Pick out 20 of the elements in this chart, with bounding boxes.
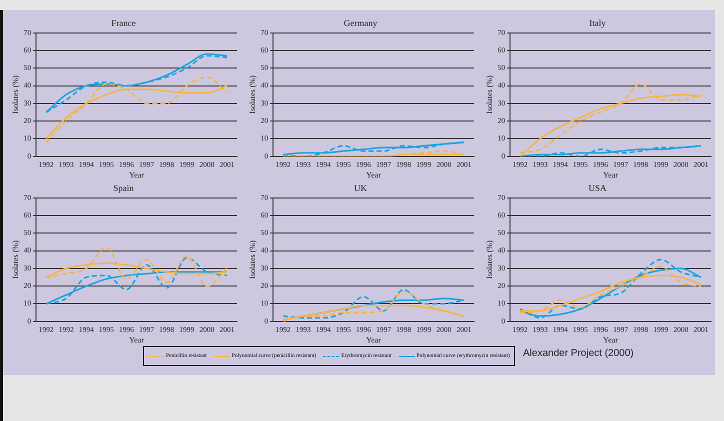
- chart-title: Germany: [344, 18, 378, 28]
- y-axis-title: Isolates (%): [10, 75, 20, 114]
- x-axis-title: Year: [366, 335, 382, 344]
- x-axis-title: Year: [129, 335, 144, 344]
- y-axis-title: Isolates (%): [484, 240, 494, 279]
- chart-title: Spain: [113, 182, 134, 193]
- y-axis-title: Isolates (%): [248, 75, 257, 114]
- y-axis-title: Isolates (%): [10, 240, 20, 279]
- y-axis-title: Isolates (%): [484, 75, 494, 114]
- x-axis-title: Year: [603, 170, 618, 180]
- x-axis-title: Year: [603, 335, 618, 344]
- text: Alexander Project (2000): [523, 348, 634, 359]
- chart-title: UK: [354, 182, 368, 193]
- y-axis-title: Isolates (%): [248, 240, 257, 279]
- chart-title: Italy: [589, 18, 606, 28]
- line-series: [45, 76, 228, 144]
- chart-title: USA: [588, 182, 607, 193]
- x-axis-title: Year: [366, 170, 382, 180]
- chart-title: France: [111, 18, 136, 28]
- x-axis-title: Year: [129, 170, 144, 180]
